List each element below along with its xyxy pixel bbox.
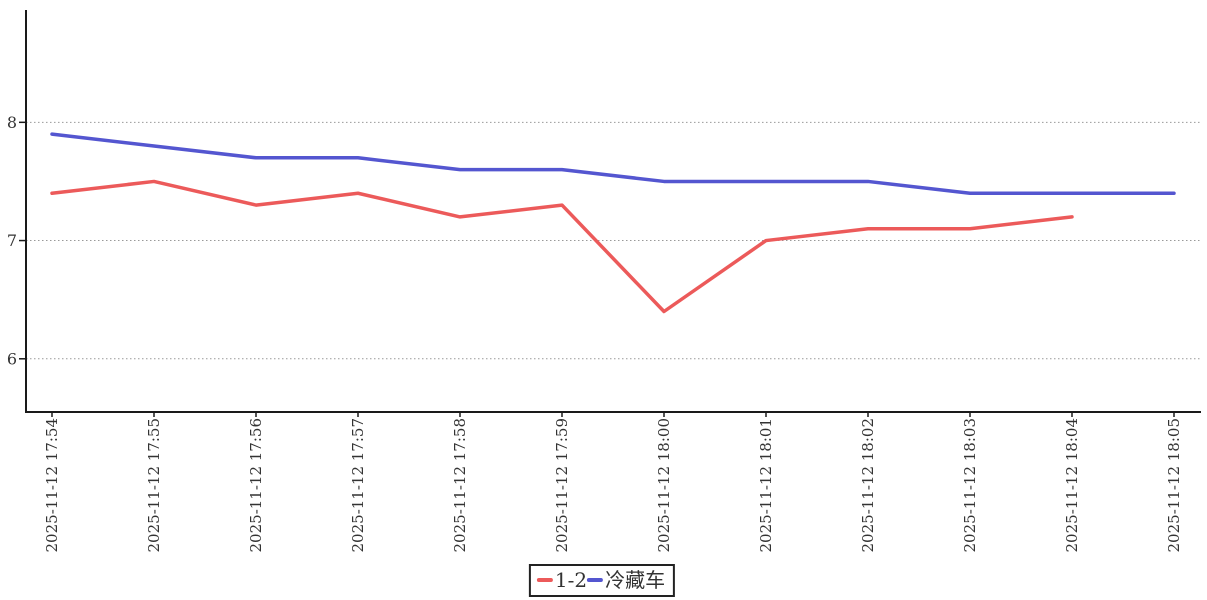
y-axis-label: 6 (7, 349, 17, 368)
x-axis-label: 2025-11-12 17:56 (247, 418, 265, 552)
series-0-line-swatch (536, 578, 553, 582)
legend-label-series-1: 冷藏车 (605, 568, 666, 592)
x-axis-label: 2025-11-12 17:58 (451, 418, 469, 552)
x-axis-label: 2025-11-12 18:05 (1165, 418, 1183, 552)
x-axis-label: 2025-11-12 18:02 (859, 418, 877, 552)
x-axis-label: 2025-11-12 17:57 (349, 418, 367, 552)
y-axis-label: 7 (7, 231, 17, 250)
x-axis-label: 2025-11-12 18:00 (655, 418, 673, 552)
x-axis-label: 2025-11-12 18:01 (757, 418, 775, 552)
x-axis-label: 2025-11-12 18:03 (961, 418, 979, 552)
series-line-1 (50, 132, 1176, 196)
legend-item-series-1: 冷藏车 (587, 567, 665, 593)
legend-item-series-0: 1-2 (536, 567, 588, 593)
x-axis-label: 2025-11-12 17:59 (553, 418, 571, 552)
series-1-line-swatch (587, 578, 604, 582)
x-axis-label: 2025-11-12 17:55 (145, 418, 163, 552)
series-line-0 (50, 179, 1074, 314)
x-axis-label: 2025-11-12 18:04 (1063, 418, 1081, 552)
legend: 1-2 冷藏车 (528, 564, 676, 597)
legend-label-series-0: 1-2 (554, 568, 588, 592)
x-axis-label: 2025-11-12 17:54 (43, 418, 61, 552)
y-axis-label: 8 (7, 113, 17, 132)
